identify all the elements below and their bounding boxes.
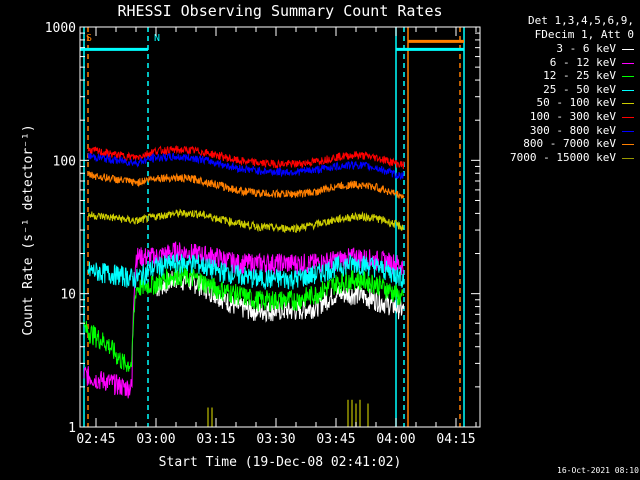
series-line-6 bbox=[87, 152, 405, 180]
axes: 1 10 100 1000 02:45 03:00 03:15 03:30 03:45 04:00… bbox=[45, 21, 481, 447]
x-tick-label-5: 04:00 bbox=[376, 432, 415, 447]
marker-label-0: S bbox=[86, 33, 92, 44]
legend-label-2: 12 - 25 keV bbox=[543, 69, 616, 83]
series-group bbox=[83, 145, 405, 427]
series-line-3 bbox=[87, 253, 405, 290]
y-tick-label-1: 10 bbox=[60, 288, 76, 303]
y-tick-label-0: 1 bbox=[68, 421, 76, 436]
x-tick-label-4: 03:45 bbox=[316, 432, 355, 447]
x-tick-label-3: 03:30 bbox=[256, 432, 295, 447]
series-line-2 bbox=[83, 265, 405, 372]
legend-header-2: FDecim 1, Att 0 bbox=[534, 28, 634, 41]
x-axis-label: Start Time (19-Dec-08 02:41:02) bbox=[159, 455, 402, 470]
legend-swatch-8 bbox=[622, 157, 634, 159]
series-line-4 bbox=[87, 208, 405, 234]
legend-swatch-1 bbox=[622, 62, 634, 64]
x-tick-label-1: 03:00 bbox=[136, 432, 175, 447]
legend-swatch-0 bbox=[622, 49, 634, 50]
series-line-7 bbox=[87, 170, 405, 199]
timestamp: 16-Oct-2021 08:10 bbox=[557, 466, 639, 475]
series-line-0 bbox=[155, 270, 405, 323]
legend-swatch-3 bbox=[622, 89, 634, 91]
x-tick-label-2: 03:15 bbox=[196, 432, 235, 447]
y-tick-label-3: 1000 bbox=[45, 21, 76, 36]
legend-swatch-6 bbox=[622, 130, 634, 132]
marker-label-1: N bbox=[154, 33, 160, 44]
series-line-5 bbox=[87, 145, 405, 170]
legend-label-3: 25 - 50 keV bbox=[543, 82, 616, 96]
legend-label-7: 800 - 7000 keV bbox=[523, 137, 616, 151]
plot-frame bbox=[79, 26, 481, 428]
legend-label-1: 6 - 12 keV bbox=[549, 55, 616, 69]
legend-swatch-2 bbox=[622, 76, 634, 78]
legend-label-5: 100 - 300 keV bbox=[529, 110, 616, 123]
x-tick-label-6: 04:15 bbox=[436, 432, 475, 447]
y-axis-label: Count Rate (s⁻¹ detector⁻¹) bbox=[21, 124, 36, 335]
y-tick-label-2: 100 bbox=[53, 154, 76, 169]
legend-swatch-7 bbox=[622, 144, 634, 146]
chart-title: RHESSI Observing Summary Count Rates bbox=[117, 2, 442, 20]
series-line-1 bbox=[83, 241, 405, 399]
legend-label-8: 7000 - 15000 keV bbox=[510, 150, 616, 164]
legend-swatch-4 bbox=[622, 103, 634, 105]
x-tick-label-0: 02:45 bbox=[76, 432, 115, 447]
legend-swatch-5 bbox=[622, 117, 634, 118]
legend-label-6: 300 - 800 keV bbox=[529, 123, 616, 137]
legend-label-4: 50 - 100 keV bbox=[536, 96, 616, 110]
legend-label-0: 3 - 6 keV bbox=[556, 42, 616, 55]
legend-header-1: Det 1,3,4,5,6,9, bbox=[528, 14, 634, 27]
